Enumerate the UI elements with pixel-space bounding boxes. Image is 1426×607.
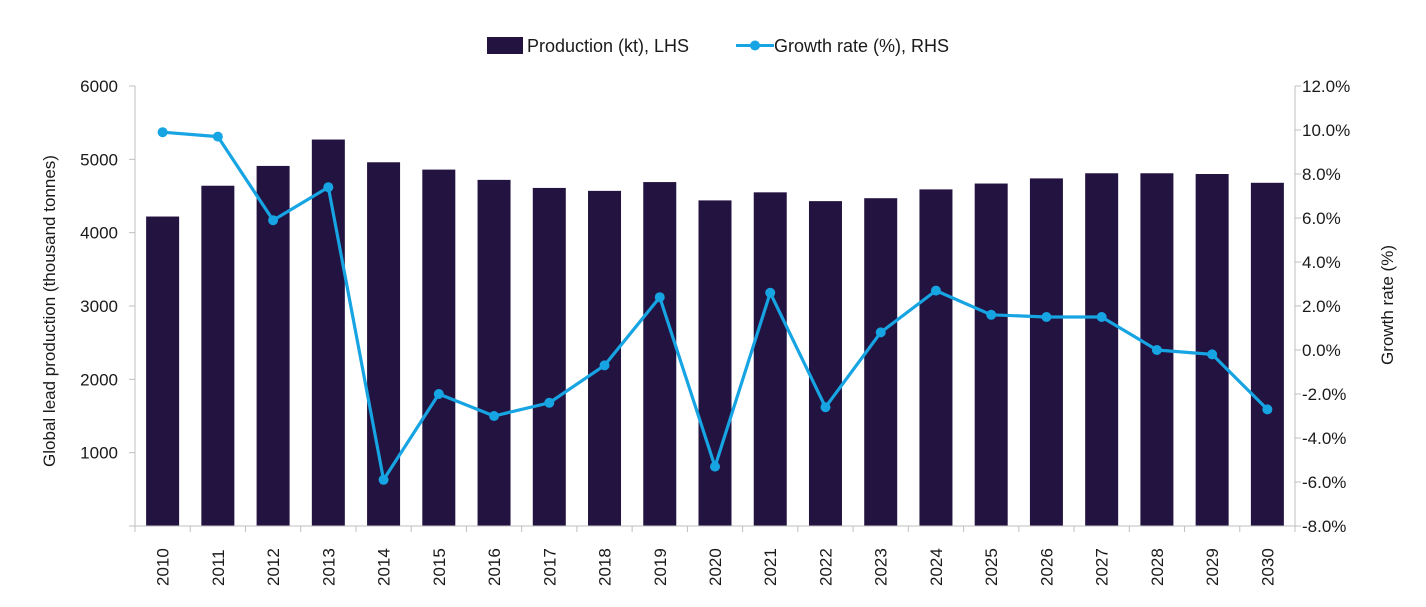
left-tick-label: 3000	[80, 297, 118, 316]
bar-2025	[974, 183, 1008, 527]
x-tick-label-2025: 2025	[982, 548, 1001, 586]
bar-2011	[201, 185, 235, 526]
left-tick-label: 4000	[80, 224, 118, 243]
x-tick-label-2017: 2017	[540, 548, 559, 586]
bar-2016	[477, 179, 511, 526]
x-tick-label-2023: 2023	[872, 548, 891, 586]
x-tick-label-2027: 2027	[1093, 548, 1112, 586]
x-tick-label-2015: 2015	[430, 548, 449, 586]
bar-2030	[1250, 182, 1284, 527]
bar-2023	[864, 198, 898, 526]
legend-bar-swatch	[487, 37, 523, 54]
growth-point-2030	[1262, 404, 1273, 415]
growth-point-2026	[1041, 312, 1052, 322]
x-tick-label-2019: 2019	[651, 548, 670, 586]
right-tick-label: 4.0%	[1302, 253, 1341, 272]
growth-point-2019	[654, 292, 665, 303]
growth-point-2024	[930, 285, 941, 296]
growth-line-group	[157, 127, 1273, 485]
left-axis-title: Global lead production (thousand tonnes)	[40, 155, 59, 467]
bar-2022	[808, 201, 842, 526]
bar-2018	[588, 190, 622, 526]
bars-group	[146, 139, 1284, 527]
bar-2024	[919, 189, 953, 526]
growth-point-2017	[544, 397, 555, 408]
bar-2013	[311, 139, 345, 527]
x-tick-label-2030: 2030	[1258, 548, 1277, 586]
right-tick-label: 10.0%	[1302, 121, 1350, 140]
x-tick-label-2014: 2014	[375, 548, 394, 586]
growth-point-2021	[765, 287, 776, 298]
legend-line-label: Growth rate (%), RHS	[774, 36, 949, 56]
growth-point-2012	[268, 215, 279, 226]
bar-2021	[753, 192, 787, 527]
right-tick-label: 2.0%	[1302, 297, 1341, 316]
growth-point-2028	[1151, 345, 1162, 355]
bar-2020	[698, 200, 732, 526]
x-tick-label-2013: 2013	[319, 548, 338, 586]
legend: Production (kt), LHS Growth rate (%), RH…	[487, 36, 949, 56]
right-tick-label: 8.0%	[1302, 165, 1341, 184]
growth-point-2027	[1096, 312, 1107, 322]
x-tick-label-2016: 2016	[485, 548, 504, 586]
x-tick-label-2024: 2024	[927, 548, 946, 586]
x-tick-label-2029: 2029	[1203, 548, 1222, 586]
x-tick-label-2021: 2021	[761, 548, 780, 586]
bar-2010	[146, 216, 180, 527]
growth-point-2016	[489, 411, 500, 421]
left-tick-label: 2000	[80, 370, 118, 389]
right-tick-label: 0.0%	[1302, 341, 1341, 360]
right-tick-label: -2.0%	[1302, 385, 1346, 404]
axes-group	[129, 85, 1301, 532]
x-tick-label-2022: 2022	[816, 548, 835, 586]
x-tick-label-2020: 2020	[706, 548, 725, 586]
growth-point-2011	[212, 131, 223, 142]
x-tick-label-2011: 2011	[209, 549, 228, 586]
growth-point-2023	[875, 327, 886, 338]
right-axis-title: Growth rate (%)	[1378, 245, 1397, 365]
growth-point-2025	[986, 309, 997, 320]
ticks-group: 1000 2000 3000 4000 5000 6000 -8.0% -6.0% -4.0% -…	[80, 77, 1350, 586]
growth-point-2010	[157, 127, 168, 138]
growth-point-2022	[820, 402, 831, 413]
bar-2012	[256, 165, 290, 526]
x-tick-label-2026: 2026	[1037, 548, 1056, 586]
right-tick-label: -8.0%	[1302, 517, 1346, 536]
x-tick-label-2028: 2028	[1148, 548, 1167, 586]
growth-point-2029	[1207, 349, 1218, 360]
left-tick-label: 5000	[80, 150, 118, 169]
x-tick-label-2012: 2012	[264, 548, 283, 586]
left-tick-label: 6000	[80, 77, 118, 96]
right-tick-label: -4.0%	[1302, 429, 1346, 448]
right-tick-label: 12.0%	[1302, 77, 1350, 96]
growth-point-2013	[323, 182, 334, 193]
bar-2026	[1029, 178, 1063, 526]
legend-line-marker	[750, 40, 760, 51]
right-tick-label: -6.0%	[1302, 473, 1346, 492]
legend-bar-label: Production (kt), LHS	[527, 36, 689, 56]
x-tick-label-2010: 2010	[154, 548, 173, 586]
growth-point-2020	[710, 461, 720, 472]
growth-point-2018	[599, 360, 610, 371]
left-tick-label: 1000	[80, 444, 118, 463]
growth-point-2015	[433, 389, 444, 399]
growth-point-2014	[378, 474, 389, 485]
bar-2015	[422, 169, 456, 526]
right-tick-label: 6.0%	[1302, 209, 1341, 228]
x-tick-label-2018: 2018	[596, 548, 615, 586]
bar-2017	[532, 187, 566, 526]
bar-2027	[1085, 173, 1119, 526]
bar-2019	[643, 182, 677, 527]
